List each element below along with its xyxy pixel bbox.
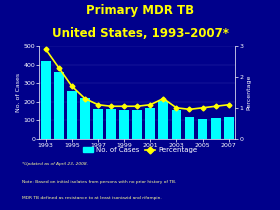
Bar: [211, 118, 221, 139]
Bar: [158, 101, 168, 139]
Bar: [145, 108, 155, 139]
Bar: [54, 72, 64, 139]
Bar: [119, 110, 129, 139]
Bar: [93, 109, 103, 139]
Bar: [67, 91, 77, 139]
Bar: [224, 117, 234, 139]
Text: MDR TB defined as resistance to at least isoniazid and rifampin.: MDR TB defined as resistance to at least…: [22, 196, 162, 200]
Bar: [171, 110, 181, 139]
Bar: [132, 110, 142, 139]
Text: Note: Based on initial isolates from persons with no prior history of TB.: Note: Based on initial isolates from per…: [22, 180, 177, 184]
Bar: [80, 98, 90, 139]
Y-axis label: Percentage: Percentage: [246, 75, 251, 110]
Bar: [106, 109, 116, 139]
Legend: No. of Cases, Percentage: No. of Cases, Percentage: [80, 144, 200, 156]
Y-axis label: No. of Cases: No. of Cases: [15, 73, 20, 112]
Bar: [198, 119, 207, 139]
Bar: [185, 117, 194, 139]
Text: Primary MDR TB: Primary MDR TB: [86, 4, 194, 17]
Text: *Updated as of April 23, 2008.: *Updated as of April 23, 2008.: [22, 162, 88, 166]
Text: United States, 1993–2007*: United States, 1993–2007*: [52, 27, 228, 40]
Bar: [41, 61, 51, 139]
